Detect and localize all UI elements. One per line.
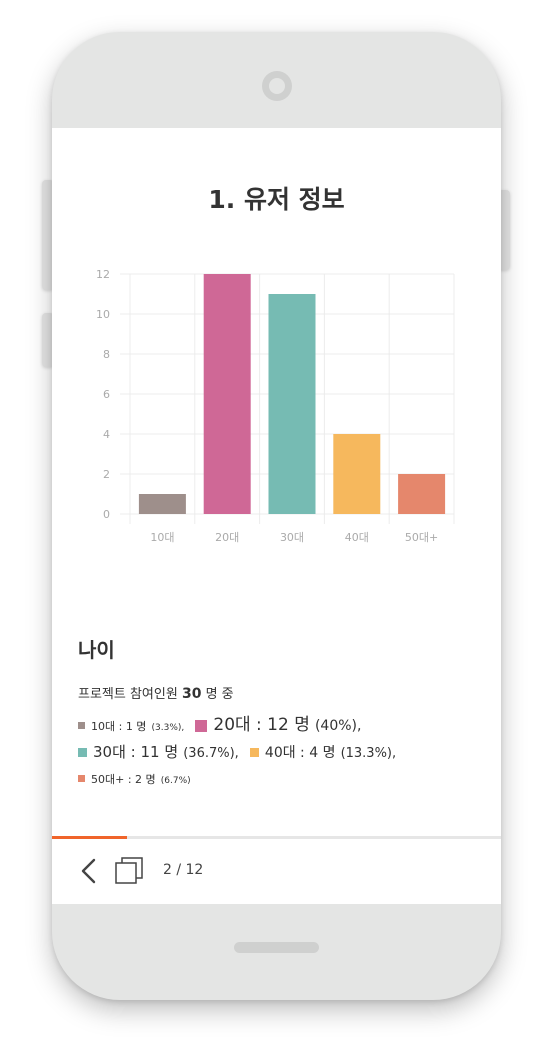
legend-label: 30대 : 11 명 <box>93 743 178 761</box>
legend-percent: (13.3%), <box>341 746 397 761</box>
y-tick-label: 10 <box>96 308 110 321</box>
legend-swatch <box>195 720 207 732</box>
legend-item-10s: 10대 : 1 명 (3.3%), <box>78 713 184 740</box>
x-tick-label: 40대 <box>345 531 369 544</box>
legend-swatch <box>250 748 259 757</box>
summary-suffix: 명 중 <box>206 687 234 702</box>
y-tick-label: 12 <box>96 268 110 281</box>
y-tick-label: 0 <box>103 508 110 521</box>
legend-item-20s: 20대 : 12 명 (40%), <box>195 713 361 738</box>
legend-label: 20대 : 12 명 <box>213 715 309 735</box>
legend-item-40s: 40대 : 4 명 (13.3%), <box>250 740 396 766</box>
legend-swatch <box>78 775 85 782</box>
y-tick-label: 2 <box>103 468 110 481</box>
x-tick-label: 20대 <box>215 531 239 544</box>
front-camera <box>262 71 292 101</box>
page-list-button[interactable] <box>114 857 144 885</box>
x-tick-label: 50대+ <box>405 531 438 544</box>
age-legend: 10대 : 1 명 (3.3%), 20대 : 12 명 (40%), 30대 … <box>78 713 488 793</box>
slide-progress-fill <box>52 836 127 839</box>
legend-percent: (40%), <box>315 718 362 734</box>
x-tick-label: 10대 <box>150 531 174 544</box>
legend-swatch <box>78 748 87 757</box>
legend-label: 50대+ : 2 명 <box>91 773 156 786</box>
age-bar-chart: 0 2 4 6 8 10 12 10대 20대 30대 40대 50대+ <box>52 128 501 568</box>
slide-progress-bar <box>52 836 501 839</box>
bar-10대 <box>139 494 186 514</box>
home-indicator <box>234 942 319 953</box>
page-indicator: 2 / 12 <box>163 862 203 878</box>
chevron-left-icon <box>78 856 100 886</box>
participant-count: 30 <box>182 686 201 702</box>
legend-label: 10대 : 1 명 <box>91 720 146 733</box>
x-tick-label: 30대 <box>280 531 304 544</box>
bar-30대 <box>269 294 316 514</box>
y-tick-label: 4 <box>103 428 110 441</box>
bar-50대+ <box>398 474 445 514</box>
y-tick-label: 8 <box>103 348 110 361</box>
copy-pages-icon <box>114 857 144 885</box>
y-tick-label: 6 <box>103 388 110 401</box>
legend-item-50s-plus: 50대+ : 2 명 (6.7%) <box>78 766 191 793</box>
legend-percent: (3.3%), <box>152 723 185 733</box>
legend-item-30s: 30대 : 11 명 (36.7%), <box>78 740 239 766</box>
legend-percent: (36.7%), <box>183 746 239 761</box>
back-button[interactable] <box>78 856 100 886</box>
summary-prefix: 프로젝트 참여인원 <box>78 687 178 702</box>
legend-swatch <box>78 722 85 729</box>
bar-40대 <box>333 434 380 514</box>
screen: 1. 유저 정보 0 2 4 6 8 10 12 10대 20대 30대 40대 50대+ 나이 프로… <box>52 128 501 904</box>
participant-summary: 프로젝트 참여인원 30 명 중 <box>78 683 234 702</box>
section-heading: 나이 <box>78 634 115 663</box>
bar-20대 <box>204 274 251 514</box>
legend-percent: (6.7%) <box>161 776 191 786</box>
legend-label: 40대 : 4 명 <box>265 745 336 761</box>
